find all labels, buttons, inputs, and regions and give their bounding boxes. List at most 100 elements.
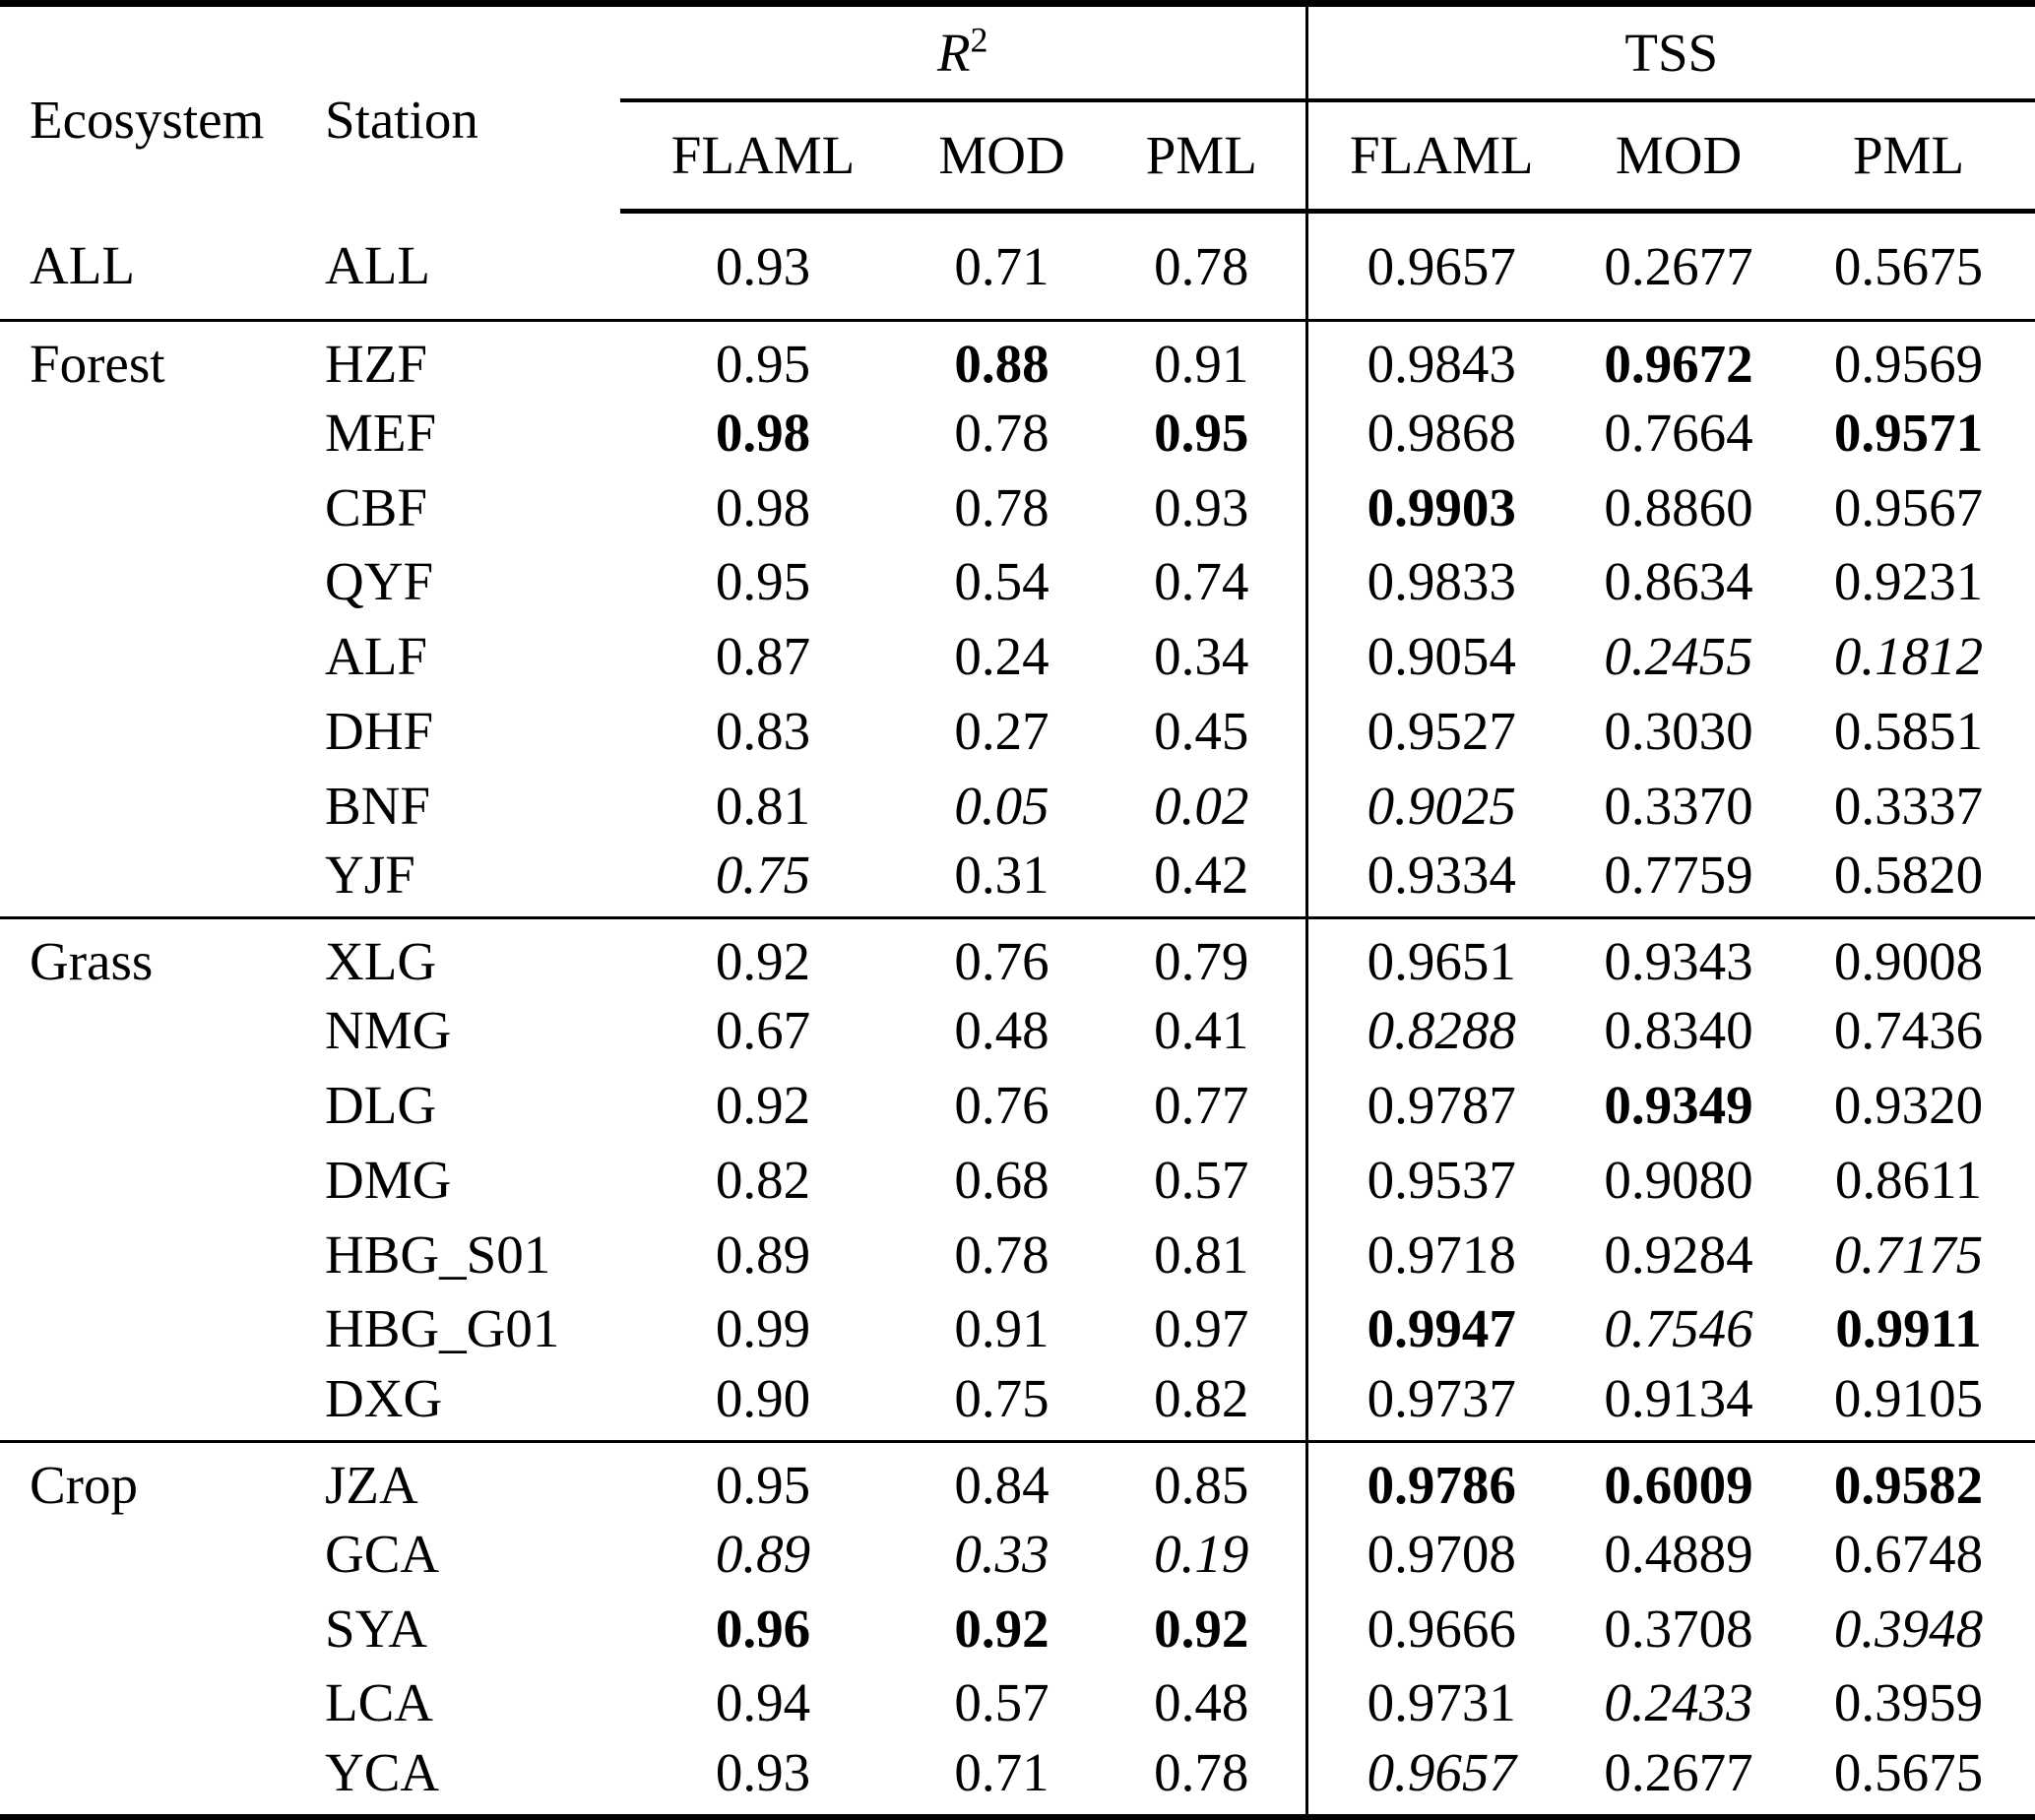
metric-cell: 0.71	[954, 1741, 1049, 1802]
station-cell: HBG_G01	[325, 1298, 560, 1359]
metric-cell: 0.3030	[1604, 701, 1753, 762]
metric-cell: 0.84	[954, 1454, 1049, 1515]
metric-cell: 0.7664	[1604, 402, 1753, 463]
metric-cell: 0.88	[954, 333, 1049, 394]
station-cell: YJF	[295, 843, 620, 920]
table-row: ALL ALL 0.93 0.71 0.78 0.9657 0.2677 0.5675	[0, 211, 2035, 322]
station-cell: DMG	[325, 1149, 452, 1210]
ecosystem-cell	[0, 768, 295, 843]
table-row: QYF 0.95 0.54 0.74 0.9833 0.8634 0.9231	[0, 544, 2035, 619]
metric-cell: 0.78	[1098, 211, 1306, 322]
ecosystem-cell	[0, 1068, 295, 1143]
metric-cell: 0.9527	[1304, 693, 1575, 769]
station-cell: SYA	[325, 1598, 427, 1659]
metric-cell: 0.95	[715, 1454, 811, 1515]
ecosystem-cell	[0, 694, 295, 769]
metric-cell: 0.9349	[1604, 1075, 1753, 1136]
metric-cell: 0.99	[715, 1298, 811, 1359]
metric-cell: 0.75	[620, 843, 906, 920]
metric-cell: 0.02	[1154, 775, 1249, 836]
metric-cell: 0.9080	[1604, 1149, 1753, 1210]
metric-cell: 0.3337	[1833, 775, 1984, 836]
metric-cell: 0.5820	[1782, 843, 2035, 920]
metric-cell: 0.97	[1154, 1298, 1249, 1359]
metric-cell: 0.9903	[1304, 470, 1575, 545]
metric-cell: 0.92	[1154, 1598, 1249, 1659]
metric-cell: 0.8611	[1834, 1149, 1983, 1210]
station-cell: CBF	[325, 476, 427, 537]
ecosystem-cell	[0, 1291, 295, 1366]
metric-cell: 0.2433	[1604, 1672, 1753, 1733]
metric-cell: 0.95	[1154, 402, 1249, 463]
sub-header-row: FLAML MOD PML FLAML MOD PML	[0, 99, 2035, 214]
metric-cell: 0.9651	[1304, 917, 1575, 993]
metric-cell: 0.9343	[1604, 930, 1753, 991]
metric-cell: 0.45	[1154, 701, 1249, 762]
metric-cell: 0.79	[1154, 930, 1249, 991]
col-header-r2-pml: PML	[1098, 99, 1306, 214]
metric-cell: 0.85	[1154, 1454, 1249, 1515]
station-column-header: Station	[325, 90, 478, 151]
table-row: YJF 0.75 0.31 0.42 0.9334 0.7759 0.5820	[0, 843, 2035, 920]
ecosystem-cell: Grass	[30, 930, 154, 991]
metric-cell: 0.9843	[1304, 320, 1575, 396]
table-row: SYA 0.96 0.92 0.92 0.9666 0.3708 0.3948	[0, 1591, 2035, 1666]
metric-cell: 0.05	[954, 775, 1049, 836]
metric-cell: 0.8288	[1304, 992, 1575, 1068]
metric-cell: 0.9105	[1782, 1365, 2035, 1443]
metric-cell: 0.95	[715, 551, 811, 612]
metric-cell: 0.3948	[1833, 1598, 1984, 1659]
metric-cell: 0.3708	[1604, 1598, 1753, 1659]
station-cell: DHF	[325, 701, 434, 762]
metric-cell: 0.89	[715, 1523, 811, 1584]
table-row: Crop JZA 0.95 0.84 0.85 0.9786 0.6009 0.9582	[0, 1441, 2035, 1517]
metric-cell: 0.57	[1154, 1149, 1249, 1210]
metric-cell: 0.76	[954, 1075, 1049, 1136]
metric-cell: 0.81	[715, 775, 811, 836]
metric-cell: 0.41	[1154, 1000, 1249, 1061]
metric-cell: 0.75	[906, 1365, 1098, 1443]
metric-cell: 0.7436	[1833, 1000, 1984, 1061]
metric-cell: 0.9569	[1833, 333, 1984, 394]
metric-cell: 0.5675	[1782, 211, 2035, 322]
metric-cell: 0.2455	[1604, 626, 1753, 687]
ecosystem-column-header: Ecosystem	[30, 90, 265, 151]
table-row: NMG 0.67 0.48 0.41 0.8288 0.8340 0.7436	[0, 992, 2035, 1068]
ecosystem-cell	[0, 1665, 295, 1740]
metric-cell: 0.7759	[1575, 843, 1782, 920]
station-cell: NMG	[325, 1000, 452, 1061]
station-cell: HBG_S01	[325, 1224, 551, 1285]
ecosystem-cell	[0, 1217, 295, 1291]
metric-cell: 0.9737	[1304, 1365, 1575, 1443]
ecosystem-cell	[0, 1516, 295, 1591]
table-row: HBG_G01 0.99 0.91 0.97 0.9947 0.7546 0.9911	[0, 1291, 2035, 1366]
tss-group-header: TSS	[1304, 3, 2035, 102]
metric-cell: 0.82	[1098, 1365, 1306, 1443]
metric-cell: 0.9054	[1304, 618, 1575, 694]
metric-cell: 0.9868	[1304, 395, 1575, 471]
station-cell: XLG	[325, 930, 437, 991]
metric-cell: 0.9025	[1304, 768, 1575, 844]
metric-cell: 0.33	[954, 1523, 1049, 1584]
metric-cell: 0.92	[715, 930, 811, 991]
metric-cell: 0.8860	[1604, 476, 1753, 537]
metric-cell: 0.34	[1154, 626, 1249, 687]
ecosystem-cell	[0, 843, 295, 920]
station-cell: HZF	[325, 333, 427, 394]
metric-cell: 0.1812	[1833, 626, 1984, 687]
station-cell: GCA	[325, 1523, 440, 1584]
metric-cell: 0.78	[1154, 1741, 1249, 1802]
metric-cell: 0.9537	[1304, 1142, 1575, 1218]
metric-cell: 0.5675	[1833, 1741, 1984, 1802]
col-header-r2-mod: MOD	[906, 99, 1098, 214]
metric-cell: 0.9666	[1304, 1591, 1575, 1666]
group-header-row: Ecosystem Station R2 TSS	[0, 3, 2035, 150]
metric-cell: 0.78	[954, 1224, 1049, 1285]
metric-cell: 0.94	[715, 1672, 811, 1733]
table-row: BNF 0.81 0.05 0.02 0.9025 0.3370 0.3337	[0, 768, 2035, 844]
ecosystem-cell	[0, 395, 295, 470]
metric-cell: 0.9284	[1604, 1224, 1753, 1285]
station-cell: ALF	[325, 626, 427, 687]
ecosystem-cell: ALL	[0, 211, 295, 322]
metric-cell: 0.7175	[1833, 1224, 1984, 1285]
